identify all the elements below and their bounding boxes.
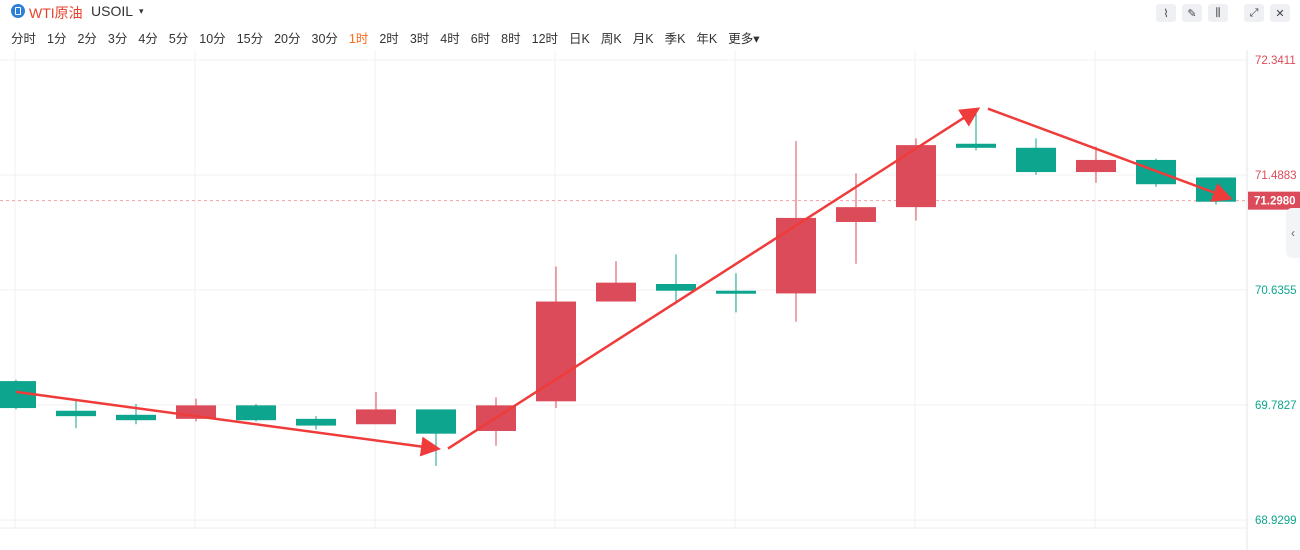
y-tick-label: 71.4883 (1255, 170, 1297, 182)
collapse-panel-icon[interactable]: ‹ (1286, 208, 1300, 258)
period-tab[interactable]: 10分 (199, 32, 226, 46)
candle-body (596, 282, 636, 302)
candle-body (296, 418, 336, 426)
current-price-label: 71.2980 (1254, 196, 1296, 208)
candle-body (956, 143, 996, 148)
period-tab[interactable]: 4时 (440, 32, 460, 46)
candlestick-chart[interactable]: 72.3411 71.4883 70.6355 69.7827 68.9299 71.29… (0, 50, 1300, 550)
symbol-name: WTI原油 (29, 5, 83, 21)
period-selector: 分时 1分 2分 3分 4分 5分 10分 15分 20分 30分 1时 2时 3时 4时 6时 8时 12时日… (11, 28, 771, 47)
period-tab[interactable]: 4分 (138, 32, 158, 46)
y-tick-label: 70.6355 (1255, 285, 1297, 297)
candle-body (536, 301, 576, 402)
period-tab[interactable]: 季K (664, 32, 686, 46)
candlestick-icon[interactable]: ⫼ (1208, 4, 1228, 22)
period-tab[interactable]: 20分 (274, 32, 301, 46)
period-tab[interactable]: 2时 (379, 32, 399, 46)
period-tab[interactable]: 年K (696, 32, 718, 46)
trend-arrow (15, 390, 441, 457)
y-tick-label: 69.7827 (1255, 400, 1297, 412)
period-tab[interactable]: 月K (632, 32, 654, 46)
candle-body (656, 283, 696, 291)
symbol-dropdown-icon[interactable]: ▾ (139, 6, 144, 16)
candle-body (1196, 177, 1236, 202)
period-tab[interactable]: 3分 (107, 32, 128, 46)
period-tab[interactable]: 15分 (236, 32, 264, 46)
candle-body (116, 414, 156, 421)
candle-body (356, 409, 396, 425)
period-tab[interactable]: 6时 (470, 32, 491, 46)
candle-body (56, 410, 96, 417)
period-tab[interactable]: 12时 (531, 32, 559, 46)
y-tick-label: 68.9299 (1255, 515, 1297, 527)
candle-body (776, 217, 816, 294)
line-chart-icon[interactable]: ⌇ (1156, 4, 1176, 22)
chart-header: WTI原油 USOIL ▾ ⌇ ✎ ⫼ ⤢ ✕ (0, 0, 1300, 24)
period-tab[interactable]: 30分 (311, 32, 338, 46)
draw-pencil-icon[interactable]: ✎ (1182, 4, 1202, 22)
candle-body (416, 409, 456, 434)
y-tick-label: 72.3411 (1255, 55, 1296, 67)
period-tab[interactable]: 周K (600, 32, 622, 46)
candle-body (836, 207, 876, 222)
period-tab[interactable]: 日K (569, 32, 590, 46)
fullscreen-icon[interactable]: ⤢ (1244, 4, 1264, 22)
close-icon[interactable]: ✕ (1270, 4, 1290, 22)
candle-body (1016, 147, 1056, 173)
candle-body (236, 405, 276, 421)
period-tab[interactable]: 分时 (11, 32, 37, 46)
period-tab[interactable]: 8时 (501, 32, 521, 46)
period-tab[interactable]: 1时 (348, 32, 369, 46)
candle-body (716, 290, 756, 294)
period-tab[interactable]: 1分 (47, 32, 67, 46)
candle-body (1076, 159, 1116, 173)
candle-body (896, 145, 936, 208)
trend-arrow (987, 107, 1233, 202)
period-tab[interactable]: 3时 (409, 32, 430, 46)
trend-arrow (447, 107, 981, 450)
period-tab[interactable]: 5分 (168, 32, 189, 46)
symbol-code[interactable]: USOIL (91, 3, 134, 19)
period-tab[interactable]: 2分 (77, 32, 97, 46)
symbol-icon (11, 4, 25, 18)
current-price-tag (1248, 191, 1300, 210)
chart-toolbar: ⌇ ✎ ⫼ ⤢ ✕ (1156, 4, 1290, 22)
period-tab[interactable]: 更多▾ (728, 32, 760, 46)
